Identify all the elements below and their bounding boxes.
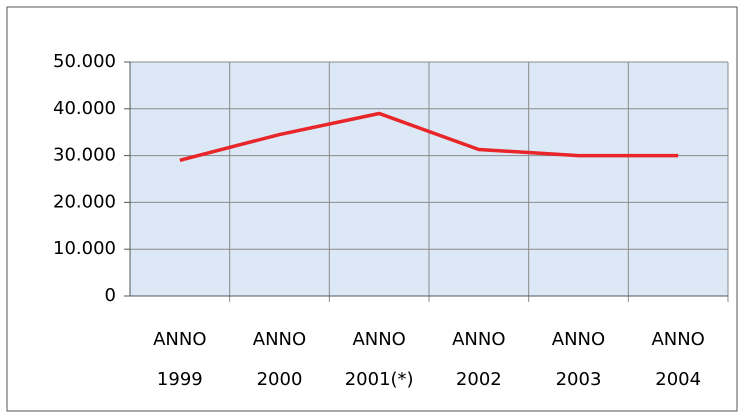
x-tick-label: ANNO 2004 <box>651 329 705 390</box>
x-tick-label: ANNO 1999 <box>153 329 207 390</box>
y-tick-label: 30.000 <box>53 145 116 166</box>
series-line <box>179 111 679 162</box>
y-tick-label: 10.000 <box>53 238 116 259</box>
y-tick-label: 50.000 <box>53 51 116 72</box>
y-tick-label: 40.000 <box>53 98 116 119</box>
y-tick-label: 0 <box>105 285 116 306</box>
x-tick-label: ANNO 2001(*) <box>344 329 414 390</box>
x-tick-label: ANNO 2000 <box>252 329 307 390</box>
x-tick-label: ANNO 2002 <box>452 329 506 390</box>
x-tick-label: ANNO 2003 <box>551 329 606 390</box>
y-tick-label: 20.000 <box>53 191 116 212</box>
